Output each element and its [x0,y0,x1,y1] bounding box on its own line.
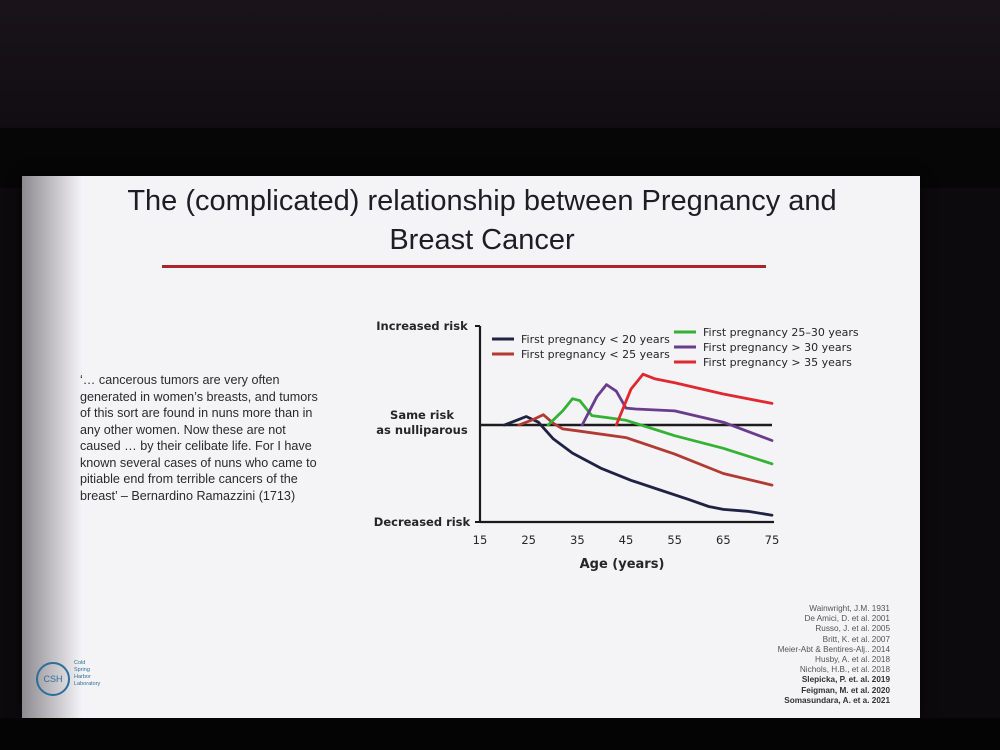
series-line [502,415,774,517]
auditorium-ceiling [0,0,1000,135]
legend-label: First pregnancy < 25 years [521,348,670,361]
quote-line: any other women. Now these are not [80,422,286,437]
slide-title: The (complicated) relationship between P… [82,182,882,260]
quote-line: breast’ – Bernardino Ramazzini (1713) [80,488,296,503]
references-list: Wainwright, J.M. 1931 De Amici, D. et al.… [670,604,890,706]
quote-line: of this sort are found in nuns more than… [80,406,313,420]
legend-label: First pregnancy > 30 years [703,341,852,354]
series-line [580,383,774,442]
reference-item: Somasundara, A. et a. 2021 [784,695,890,705]
auditorium-floor [0,718,1000,750]
ramazzini-quote: ‘… cancerous tumors are very often gener… [80,372,332,504]
quote-line: ‘… cancerous tumors are very often [80,373,280,387]
quote-line: known several cases of nuns who came to [80,455,317,470]
y-tick-label: Increased risk [376,319,468,333]
reference-item: Meier-Abt & Bentires-Alj.. 2014 [777,644,890,654]
csh-logo-mark: CSH [36,662,70,696]
csh-logo-text: Cold Spring Harbor Laboratory [74,660,100,688]
x-tick-label: 65 [716,533,731,547]
reference-item: Wainwright, J.M. 1931 [809,604,890,613]
y-tick-label: Same risk [390,408,454,422]
title-underline [162,265,766,268]
reference-item: De Amici, D. et al. 2001 [804,614,890,624]
series-line [546,397,774,466]
reference-item: Slepicka, P. et. al. 2019 [801,675,890,685]
legend-label: First pregnancy < 20 years [521,333,670,346]
logo-line: Cold [74,660,86,666]
projection-screen: The (complicated) relationship between P… [22,176,920,718]
legend-label: First pregnancy > 35 years [703,356,852,369]
reference-item: Britt, K. et al. 2007 [822,634,890,644]
x-tick-label: 15 [473,533,488,547]
y-tick-label: Decreased risk [374,515,471,529]
quote-line: generated in women’s breasts, and tumors [80,389,318,404]
quote-line: caused … by their celibate life. For I h… [80,439,312,453]
reference-item: Feigman, M. et al. 2020 [801,685,890,695]
x-tick-label: 25 [521,533,536,547]
y-tick-label: as nulliparous [376,423,468,437]
logo-line: Harbor [74,674,91,680]
x-tick-label: 35 [570,533,585,547]
logo-line: Laboratory [74,681,101,687]
reference-item: Nichols, H.B., et al. 2018 [799,665,890,675]
series-line [517,413,774,487]
x-tick-label: 55 [667,533,682,547]
x-tick-label: 75 [765,533,780,547]
quote-line: pitiable end from terrible cancers of th… [80,472,298,486]
x-axis-label: Age (years) [580,557,665,572]
slide-title-line-2: Breast Cancer [389,224,575,256]
screen-shadow [22,176,82,718]
logo-line: Spring [74,667,90,673]
x-tick-label: 45 [619,533,634,547]
legend-label: First pregnancy 25–30 years [703,326,859,339]
reference-item: Husby, A. et al. 2018 [815,655,890,665]
reference-item: Russo, J. et al. 2005 [815,624,890,634]
slide-title-line-1: The (complicated) relationship between P… [127,185,837,217]
csh-logo: CSH Cold Spring Harbor Laboratory [36,656,126,700]
series-line [614,372,774,427]
